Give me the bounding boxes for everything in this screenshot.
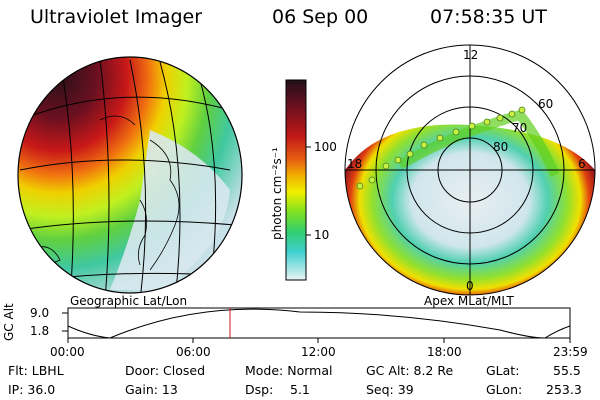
- color-bar: [285, 79, 311, 281]
- info-glat-value: 55.5: [553, 363, 581, 378]
- polar-map: [344, 44, 596, 296]
- mlt-label: 6: [578, 157, 586, 171]
- left-map-caption: Geographic Lat/Lon: [70, 294, 188, 308]
- altitude-plot: [62, 307, 571, 343]
- mlt-label: 0: [466, 279, 474, 293]
- app-title: Ultraviolet Imager: [30, 6, 203, 28]
- info-door: Door: Closed: [125, 363, 206, 378]
- alt-xtick: 23:59: [553, 345, 588, 359]
- colorbar-tick: 100: [314, 140, 337, 154]
- info-mode: Mode: Normal: [245, 363, 333, 378]
- alt-xtick: 18:00: [427, 345, 462, 359]
- alt-ytick: 1.8: [30, 324, 50, 338]
- info-gain: Gain: 13: [125, 382, 178, 397]
- lat-label: 60: [538, 97, 554, 111]
- alt-xtick: 12:00: [301, 345, 336, 359]
- alt-ytick: 9.0: [30, 306, 50, 320]
- info-flt: Flt: LBHL: [8, 363, 64, 378]
- info-gc-alt: GC Alt: 8.2 Re: [366, 363, 454, 378]
- alt-xtick: 00:00: [50, 345, 85, 359]
- info-glon-label: GLon:: [486, 382, 523, 397]
- geographic-map: [17, 56, 243, 294]
- mlt-label: 12: [463, 48, 479, 62]
- info-glat-label: GLat:: [486, 363, 520, 378]
- lat-label: 70: [512, 121, 528, 135]
- header-date: 06 Sep 00: [272, 6, 369, 28]
- info-dsp-value: 5.1: [290, 382, 310, 397]
- colorbar-label: photon cm⁻²s⁻¹: [270, 147, 284, 240]
- lat-label: 80: [493, 140, 509, 154]
- alt-ylabel: GC Alt: [2, 303, 16, 341]
- header-time: 07:58:35 UT: [430, 6, 547, 28]
- info-glon-value: 253.3: [546, 382, 582, 397]
- info-dsp-label: Dsp:: [245, 382, 274, 397]
- mlt-label: 18: [347, 157, 363, 171]
- right-map-caption: Apex MLat/MLT: [424, 294, 514, 308]
- info-ip: IP: 36.0: [8, 382, 56, 397]
- alt-xtick: 06:00: [176, 345, 211, 359]
- info-seq: Seq: 39: [366, 382, 414, 397]
- colorbar-tick: 10: [314, 228, 330, 242]
